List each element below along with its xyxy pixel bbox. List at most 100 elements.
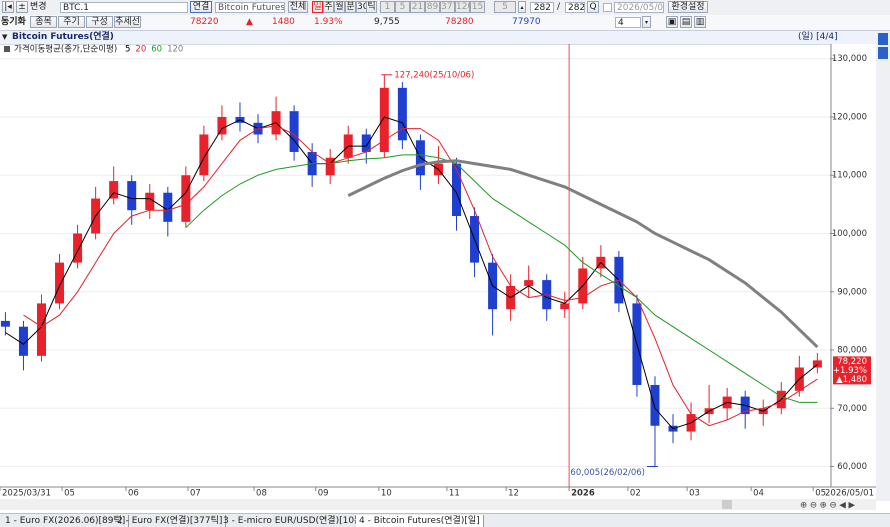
interval-button[interactable]: 1 — [380, 1, 395, 13]
low-annotation: 60,005(26/02/06) — [570, 468, 645, 478]
y-axis-panel — [831, 44, 876, 487]
window-select[interactable]: 4 — [615, 17, 641, 28]
interval-button[interactable]: 21 — [410, 1, 425, 13]
interval-button[interactable]: 377 — [440, 1, 459, 13]
x-tick-label: 2026 — [571, 489, 595, 499]
candle-body — [452, 163, 461, 217]
period-button[interactable]: 일 — [312, 1, 323, 13]
quote-tab[interactable]: 주기 — [58, 16, 85, 28]
price-tag-text: +1.93% — [833, 366, 867, 376]
x-tick-label: 11 — [449, 489, 460, 499]
side-button[interactable] — [878, 47, 888, 59]
change-label[interactable]: 변경 — [30, 2, 47, 12]
date-checkbox[interactable] — [603, 3, 612, 12]
candle-body — [650, 384, 660, 426]
quote-tab[interactable]: 구성 — [86, 16, 113, 28]
legend-entry: 120 — [167, 45, 183, 55]
spinner[interactable]: ▴ — [518, 1, 526, 13]
indicator-label: 가격이동평균(종가,단순이평) — [14, 44, 117, 55]
y-tick-label: 60,000 — [837, 462, 867, 472]
candle-body — [55, 262, 65, 304]
y-tick-label: 90,000 — [837, 287, 867, 297]
candle-body — [560, 303, 570, 310]
y-tick-label: 100,000 — [832, 229, 867, 239]
settings-button[interactable]: 환경설정 — [668, 1, 708, 13]
legend-entry: 20 — [135, 45, 146, 55]
page-input[interactable]: 282 — [530, 2, 554, 13]
quote-tab[interactable]: 종목 — [30, 16, 57, 28]
x-tick-label: 09 — [318, 489, 329, 499]
x-tick-label: 05 — [815, 489, 826, 499]
high-annotation: 127,240(25/10/06) — [394, 70, 474, 80]
candle-body — [0, 320, 10, 327]
interval-button[interactable]: 89 — [425, 1, 440, 13]
x-tick-label: 2025/03/31 — [2, 489, 51, 499]
icon-button[interactable]: ▥ — [694, 16, 706, 28]
y-tick-label: 120,000 — [832, 112, 867, 122]
quote-change: 1480 — [272, 17, 295, 27]
candle-body — [73, 233, 83, 263]
price-tag-text: 78,220 — [837, 357, 867, 367]
side-button[interactable] — [878, 33, 888, 45]
quote-pct: 1.93% — [314, 17, 343, 27]
side-strip — [876, 31, 890, 501]
toolbar: |◂ ± 변경 BTC.1 연결 Bitcoin Futures( 전체 5 ▴… — [0, 0, 890, 16]
quote-tab[interactable]: 추세선 — [114, 16, 141, 28]
period-button[interactable]: 월 — [334, 1, 345, 13]
icon-button[interactable]: ▣ — [666, 16, 678, 28]
candle-body — [199, 134, 209, 176]
period-label: (일) [4/4] — [798, 32, 838, 42]
nav-button[interactable]: |◂ — [2, 1, 14, 13]
candle-body — [812, 360, 822, 368]
icon-button[interactable]: ▤ — [680, 16, 692, 28]
candle-body — [361, 134, 371, 152]
candle-body — [37, 303, 46, 356]
symbol-input[interactable]: BTC.1 — [60, 2, 188, 13]
period-button[interactable]: 주 — [323, 1, 334, 13]
period-button[interactable]: 틱 — [366, 1, 377, 13]
dropdown[interactable]: ▾ — [642, 16, 651, 28]
collapse-icon[interactable]: ▼ — [2, 33, 8, 41]
x-tick-label: 07 — [190, 489, 201, 499]
interval-button[interactable]: 15 — [470, 1, 485, 13]
quote-arrow: ▲ — [246, 17, 253, 27]
quote-price: 78220 — [190, 17, 219, 27]
y-tick-label: 70,000 — [837, 404, 867, 414]
candle-body — [18, 326, 28, 356]
count-box[interactable]: 5 — [494, 1, 516, 13]
calendar-icon[interactable]: Q — [587, 1, 599, 13]
candle-body — [109, 181, 119, 199]
scrollbar[interactable] — [0, 499, 876, 510]
interval-button[interactable]: 5 — [395, 1, 410, 13]
ma-line — [23, 125, 818, 427]
x-tick-label: 06 — [128, 489, 139, 499]
quote-high: 78280 — [445, 17, 474, 27]
zoom-icons[interactable]: ⊕ ⊖ ⊕ ⊖ ◀ ▶ — [800, 501, 856, 511]
legend-entry: 5 — [125, 45, 130, 55]
date-input[interactable]: 2026/05/01 — [614, 2, 664, 13]
link-button[interactable]: 연결 — [190, 1, 212, 13]
quote-volume: 9,755 — [374, 17, 400, 27]
y-tick-label: 80,000 — [837, 346, 867, 356]
x-tick-label: 02 — [630, 489, 641, 499]
window-tab[interactable]: 2 - Euro FX(연결)[377틱] — [114, 515, 227, 527]
window-tab[interactable]: 1 - Euro FX(2026.06)[89틱] — [2, 515, 130, 527]
page-separator: / — [557, 2, 561, 12]
window-tab[interactable]: 4 - Bitcoin Futures(연결)[일] — [356, 515, 484, 527]
candle-body — [127, 181, 137, 211]
scroll-thumb[interactable] — [722, 500, 732, 509]
candle-body — [325, 157, 335, 176]
candle-body — [524, 280, 534, 286]
interval-button[interactable]: 120 — [455, 1, 474, 13]
candle-body — [181, 175, 191, 222]
ma-line — [185, 154, 818, 403]
sync-label[interactable]: 동기화 — [1, 17, 26, 27]
candle-body — [163, 192, 173, 222]
all-button[interactable]: 전체 — [288, 1, 308, 13]
candle-body — [379, 87, 389, 152]
change-icon[interactable]: ± — [16, 1, 28, 13]
period-button[interactable]: 분 — [345, 1, 356, 13]
window-tab[interactable]: 3 - E-micro EUR/USD(연결)[10분] — [220, 515, 370, 527]
